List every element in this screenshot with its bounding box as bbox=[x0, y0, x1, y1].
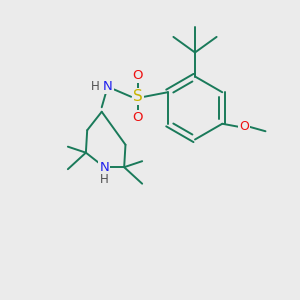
Text: O: O bbox=[239, 120, 249, 133]
Text: H: H bbox=[100, 173, 109, 186]
Text: N: N bbox=[100, 161, 109, 174]
Text: O: O bbox=[133, 111, 143, 124]
Text: S: S bbox=[133, 89, 142, 104]
Text: N: N bbox=[103, 80, 112, 93]
Text: H: H bbox=[91, 80, 100, 93]
Text: O: O bbox=[133, 69, 143, 82]
